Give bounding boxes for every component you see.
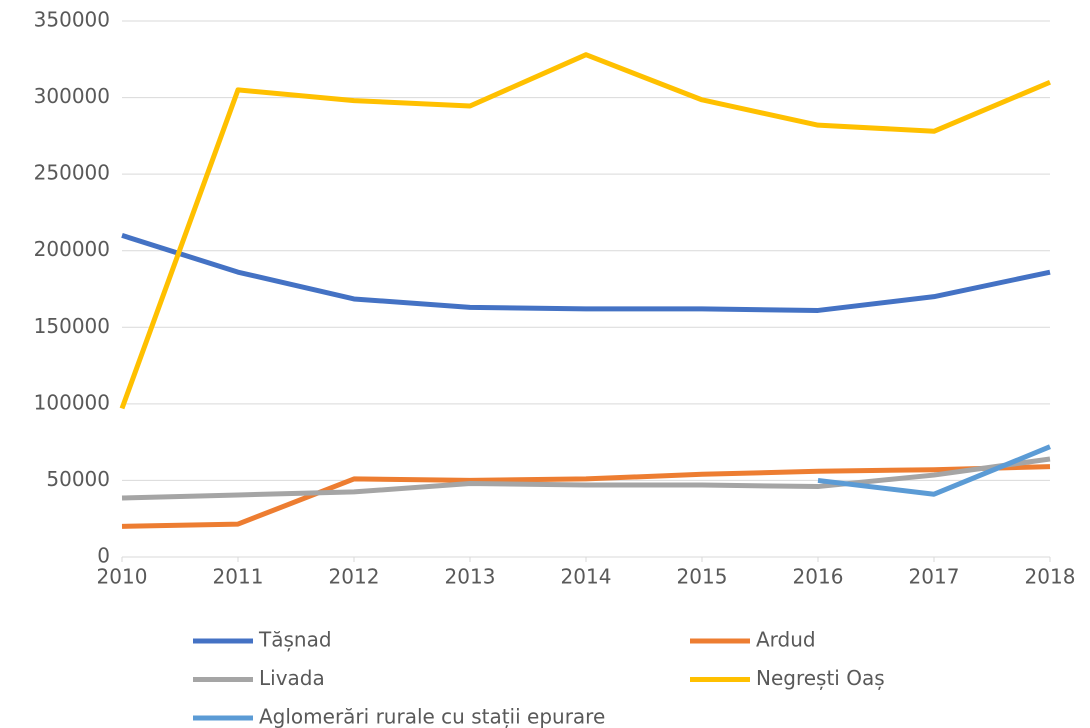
y-tick-label: 350000 <box>34 8 110 32</box>
legend-label: Tășnad <box>258 628 332 652</box>
legend-label: Aglomerări rurale cu stații epurare <box>259 705 605 728</box>
x-tick-label: 2015 <box>677 565 728 589</box>
y-tick-label: 200000 <box>34 237 110 261</box>
series-line <box>121 464 1051 529</box>
y-tick-label: 150000 <box>34 314 110 338</box>
x-tick-label: 2012 <box>329 565 380 589</box>
legend-label: Livada <box>259 666 325 690</box>
series-line <box>817 444 1051 497</box>
legend-label: Negrești Oaș <box>756 666 885 690</box>
series-line <box>119 52 1051 410</box>
series-line <box>121 233 1051 313</box>
y-tick-label: 250000 <box>34 161 110 185</box>
x-tick-label: 2010 <box>97 565 148 589</box>
x-tick-label: 2014 <box>561 565 612 589</box>
y-tick-label: 100000 <box>34 390 110 414</box>
x-tick-label: 2013 <box>445 565 496 589</box>
x-tick-label: 2011 <box>213 565 264 589</box>
y-tick-label: 300000 <box>34 84 110 108</box>
y-tick-label: 0 <box>97 544 110 568</box>
series-line <box>121 456 1051 501</box>
x-tick-label: 2016 <box>793 565 844 589</box>
legend-label: Ardud <box>756 628 816 652</box>
y-tick-label: 50000 <box>46 467 110 491</box>
x-tick-label: 2017 <box>909 565 960 589</box>
x-tick-label: 2018 <box>1025 565 1076 589</box>
